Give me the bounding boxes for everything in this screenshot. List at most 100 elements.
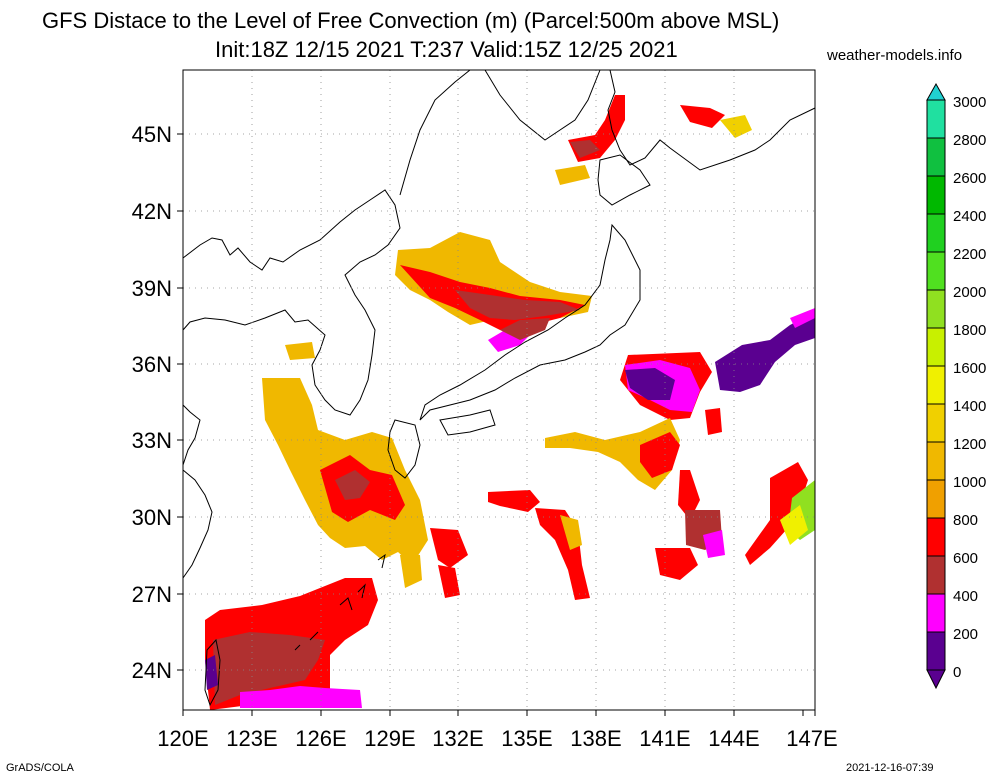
colorbar	[926, 82, 946, 690]
map-frame	[182, 69, 816, 711]
lon-label: 144E	[708, 726, 759, 751]
shade-orange-hokkaido	[555, 165, 590, 185]
colorbar-label: 2200	[953, 246, 986, 263]
lon-label: 135E	[501, 726, 552, 751]
shade-magenta-pacific-far	[790, 308, 815, 328]
colorbar-label: 800	[953, 512, 978, 529]
lon-label: 132E	[432, 726, 483, 751]
colorbar-label: 2000	[953, 284, 986, 301]
colorbar-label: 1000	[953, 474, 986, 491]
lat-label: 42N	[132, 199, 172, 224]
lfc-shading	[205, 95, 815, 710]
colorbar-label: 400	[953, 588, 978, 605]
lat-label: 45N	[132, 122, 172, 147]
shade-red-ryukyu	[430, 528, 468, 568]
colorbar-label: 3000	[953, 94, 986, 111]
shade-orange-pacific-mid	[545, 418, 680, 490]
colorbar-label: 1800	[953, 322, 986, 339]
lat-label: 33N	[132, 428, 172, 453]
shade-purple-taiwan	[205, 655, 218, 690]
coastline-china-east	[182, 404, 213, 579]
shade-orange-korea-small	[285, 342, 315, 360]
colorbar-label: 0	[953, 664, 961, 681]
shade-red-pacific-streak	[488, 490, 540, 512]
shade-brown-south	[213, 632, 325, 705]
colorbar-label: 2400	[953, 208, 986, 225]
lon-label: 120E	[157, 726, 208, 751]
footer-timestamp: 2021-12-16-07:39	[846, 762, 934, 774]
coastline-kyushu	[387, 419, 421, 479]
colorbar-bottom-arrow	[926, 669, 946, 690]
shade-orange-ryukyu	[400, 555, 422, 588]
colorbar-box	[926, 137, 946, 177]
colorbar-boxes	[926, 99, 946, 671]
colorbar-box	[926, 175, 946, 215]
coastline-honshu	[419, 223, 641, 421]
colorbar-box	[926, 403, 946, 443]
site-label: weather-models.info	[827, 47, 963, 64]
shade-magenta-south	[240, 686, 362, 708]
lat-label: 24N	[132, 658, 172, 683]
lon-label: 126E	[295, 726, 346, 751]
colorbar-box	[926, 441, 946, 481]
colorbar-label: 600	[953, 550, 978, 567]
lon-label: 123E	[226, 726, 277, 751]
coastline-china-korea-russia	[182, 189, 401, 416]
coastline-sakhalin	[607, 69, 816, 171]
colorbar-box	[926, 213, 946, 253]
lat-label: 30N	[132, 505, 172, 530]
colorbar-label: 200	[953, 626, 978, 643]
coastlines	[182, 69, 816, 707]
colorbar-box	[926, 289, 946, 329]
shade-red-kuril	[680, 105, 725, 128]
colorbar-label: 1200	[953, 436, 986, 453]
lat-label: 39N	[132, 276, 172, 301]
lon-label: 138E	[570, 726, 621, 751]
colorbar-box	[926, 327, 946, 367]
shade-brown-honshu	[500, 318, 550, 340]
shade-yellow-east	[780, 505, 808, 545]
colorbar-top-arrow	[926, 82, 946, 101]
map-title: GFS Distace to the Level of Free Convect…	[42, 8, 780, 33]
shade-brown-eastchinasea	[335, 470, 370, 500]
shade-red-east-4	[705, 408, 722, 435]
shade-orange-kuril	[720, 115, 752, 138]
colorbar-label: 1400	[953, 398, 986, 415]
colorbar-box	[926, 593, 946, 633]
shade-purple-pacific-east	[625, 368, 675, 400]
shade-red-ryukyu2	[438, 565, 460, 598]
colorbar-box	[926, 99, 946, 139]
colorbar-box	[926, 555, 946, 595]
lat-labels: 45N 42N 39N 36N 33N 30N 27N 24N	[132, 122, 172, 683]
lon-label: 141E	[639, 726, 690, 751]
colorbar-box	[926, 479, 946, 519]
lat-label: 27N	[132, 582, 172, 607]
shade-red-east-2	[655, 548, 698, 580]
colorbar-labels: 3000 2800 2600 2400 2200 2000 1800 1600 …	[953, 94, 986, 681]
coastline-ryukyu	[294, 553, 386, 651]
colorbar-label: 1600	[953, 360, 986, 377]
lon-label: 147E	[786, 726, 837, 751]
shade-red-east-3	[745, 462, 808, 565]
map-subtitle: Init:18Z 12/15 2021 T:237 Valid:15Z 12/2…	[215, 37, 678, 62]
shade-orange-pacific-south	[560, 515, 582, 550]
coastline-taiwan	[204, 638, 221, 707]
shade-purple-pacific-far	[715, 312, 815, 392]
lat-label: 36N	[132, 352, 172, 377]
colorbar-box	[926, 365, 946, 405]
coastline-russia-north	[399, 69, 601, 196]
shade-brown-seaofjapan	[455, 290, 580, 320]
colorbar-label: 2600	[953, 170, 986, 187]
shade-magenta-east-1	[703, 530, 725, 558]
shade-red-east-1	[678, 470, 700, 520]
colorbar-box	[926, 631, 946, 671]
axis-ticks	[177, 133, 816, 716]
colorbar-box	[926, 251, 946, 291]
lon-label: 129E	[364, 726, 415, 751]
footer-software: GrADS/COLA	[6, 762, 74, 774]
coastline-shikoku	[439, 409, 496, 436]
colorbar-box	[926, 517, 946, 557]
shade-brown-hokkaido	[570, 140, 600, 158]
coastline-hokkaido	[597, 154, 651, 206]
colorbar-label: 2800	[953, 132, 986, 149]
